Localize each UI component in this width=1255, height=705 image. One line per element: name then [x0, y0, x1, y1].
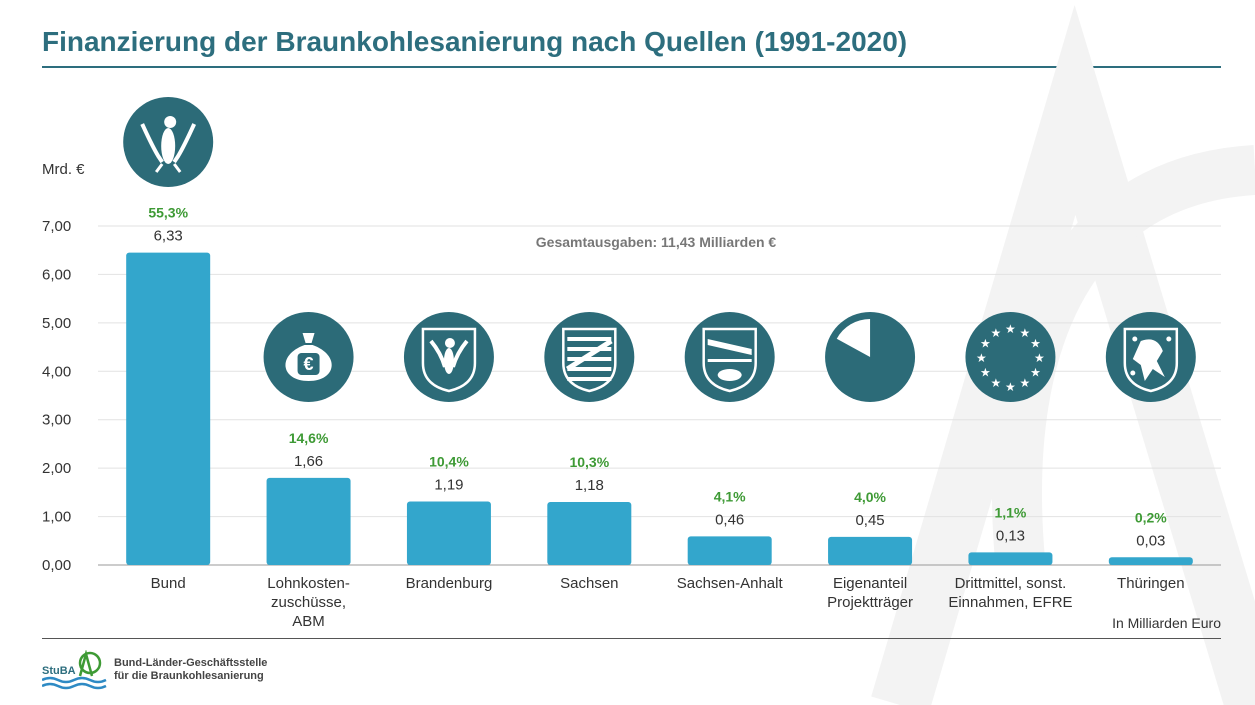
bar-percent-label: 14,6% [289, 430, 329, 446]
eu-star: ★ [1034, 351, 1045, 365]
thueringen-lion-icon [1105, 312, 1196, 402]
eu-star: ★ [980, 366, 991, 380]
page-title: Finanzierung der Braunkohlesanierung nac… [42, 26, 908, 57]
bar [1108, 557, 1193, 565]
eu-star: ★ [980, 337, 991, 351]
y-tick-label: 1,00 [42, 509, 71, 526]
bar [266, 477, 351, 565]
category-label: zuschüsse, [271, 594, 346, 611]
category-label: Projektträger [827, 594, 913, 611]
bar-percent-label: 10,4% [429, 454, 469, 470]
bar-percent-label: 4,1% [714, 488, 746, 504]
eu-star: ★ [991, 376, 1002, 390]
eu-star: ★ [1030, 366, 1041, 380]
unit-note: In Milliarden Euro [1112, 615, 1221, 631]
federal-eagle-icon [123, 97, 214, 187]
eu-star: ★ [1005, 322, 1016, 336]
bar-value-label: 6,33 [154, 228, 183, 245]
eu-star: ★ [1030, 337, 1041, 351]
bar [968, 552, 1053, 565]
category-label: Sachsen [560, 575, 618, 592]
y-tick-label: 6,00 [42, 266, 71, 283]
bar-value-label: 0,03 [1136, 532, 1165, 549]
bar-percent-label: 55,3% [148, 205, 188, 221]
eu-star: ★ [976, 351, 987, 365]
bottom-divider [42, 638, 1221, 639]
category-label: Brandenburg [406, 575, 493, 592]
organization-name: Bund-Länder-Geschäftsstelle für die Brau… [114, 657, 267, 683]
bar-percent-label: 10,3% [569, 454, 609, 470]
bar [406, 501, 491, 565]
org-line-1: Bund-Länder-Geschäftsstelle [114, 657, 268, 669]
footer: StuBA Bund-Länder-Geschäftsstelle für di… [42, 650, 267, 690]
org-line-2: für die Braunkohlesanierung [114, 670, 264, 682]
bar-value-label: 0,46 [715, 511, 744, 528]
y-axis-unit: Mrd. € [42, 161, 85, 178]
total-expenditure-label: Gesamtausgaben: 11,43 Milliarden € [536, 234, 777, 250]
category-label: Drittmittel, sonst. [955, 575, 1067, 592]
category-label: Lohnkosten- [267, 575, 350, 592]
source-icons: €★ ★★★★★★★★★★★ [123, 97, 1196, 402]
eu-star: ★ [991, 326, 1002, 340]
bar-value-label: 0,45 [855, 512, 884, 529]
category-label: Sachsen-Anhalt [677, 575, 784, 592]
logo-text: StuBA [42, 665, 76, 677]
bar-value-label: 1,19 [434, 477, 463, 494]
sachsen-anhalt-crest-icon [684, 312, 775, 402]
bar-percent-label: 4,0% [854, 489, 886, 505]
eu-stars-icon: ★ ★★★★★★★★★★★ [965, 312, 1056, 402]
title-divider [42, 66, 1221, 68]
bar [126, 252, 211, 565]
bar-value-label: 1,18 [575, 477, 604, 494]
bar-labels: 6,33 55,3% Bund 1,66 14,6% Lohnkosten-zuschüs… [148, 205, 1184, 630]
y-tick-label: 7,00 [42, 218, 71, 235]
bars [126, 252, 1193, 565]
bar [687, 536, 772, 565]
category-label: Eigenanteil [833, 575, 907, 592]
bar-value-label: 1,66 [294, 453, 323, 470]
brandenburg-eagle-icon [403, 312, 494, 402]
y-axis-ticks: 0,00 1,00 2,00 3,00 4,00 5,00 6,00 7,00 [42, 218, 71, 574]
euro-glyph: € [304, 354, 314, 374]
stuba-logo-icon: StuBA [42, 650, 107, 690]
money-bag-icon: € [263, 312, 354, 402]
eu-star: ★ [1020, 326, 1031, 340]
y-tick-label: 5,00 [42, 315, 71, 332]
category-label: ABM [292, 613, 325, 630]
eu-star: ★ [1020, 376, 1031, 390]
sachsen-crest-icon [544, 312, 635, 402]
bar [828, 536, 913, 565]
category-label: Bund [151, 575, 186, 592]
pie-segment-icon [825, 312, 916, 402]
y-tick-label: 4,00 [42, 363, 71, 380]
category-label: Einnahmen, EFRE [948, 594, 1072, 611]
bar-value-label: 0,13 [996, 527, 1025, 544]
y-tick-label: 0,00 [42, 557, 71, 574]
eu-star: ★ [1005, 380, 1016, 394]
y-tick-label: 2,00 [42, 460, 71, 477]
bar [547, 502, 632, 565]
bar-percent-label: 1,1% [994, 504, 1026, 520]
y-tick-label: 3,00 [42, 412, 71, 429]
bar-percent-label: 0,2% [1135, 509, 1167, 525]
category-label: Thüringen [1117, 575, 1185, 592]
